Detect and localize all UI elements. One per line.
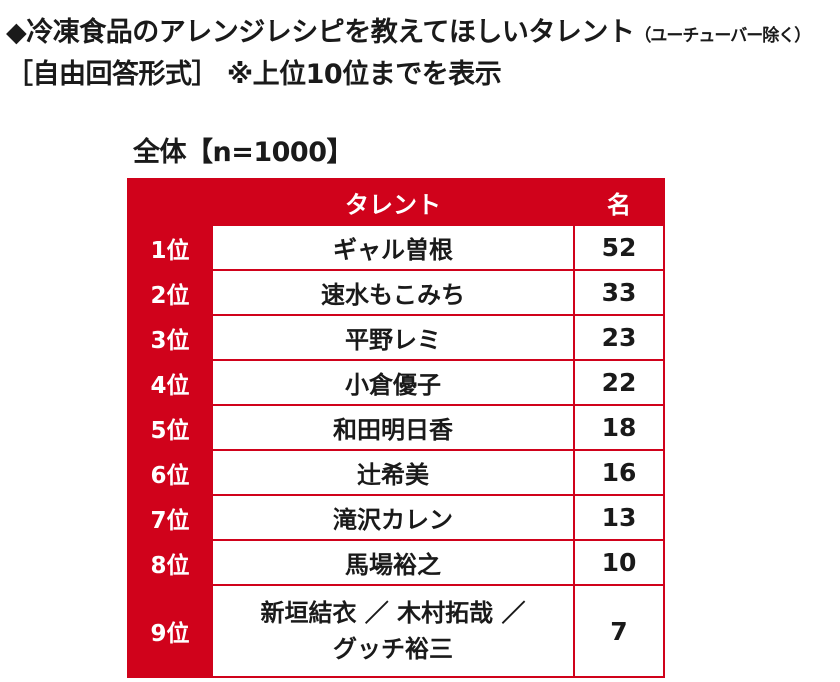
ranking-table: タレント 名 1位 ギャル曽根 52 2位 速水もこみち 33 3位 平野レミ 23 4位 小倉優子… (127, 178, 665, 678)
talent-cell: ギャル曽根 (211, 224, 575, 271)
count-cell: 52 (573, 224, 665, 271)
count-cell: 7 (573, 584, 665, 678)
count-cell: 16 (573, 449, 665, 496)
rank-cell: 7位 (127, 494, 213, 541)
count-cell: 23 (573, 314, 665, 361)
count-cell: 33 (573, 269, 665, 316)
table-row: 8位 馬場裕之 10 (127, 539, 665, 586)
count-cell: 10 (573, 539, 665, 586)
count-cell: 22 (573, 359, 665, 406)
talent-cell: 小倉優子 (211, 359, 575, 406)
header-talent: タレント (211, 178, 575, 226)
rank-cell: 2位 (127, 269, 213, 316)
talent-cell: 和田明日香 (211, 404, 575, 451)
talent-cell: 速水もこみち (211, 269, 575, 316)
table-row: 1位 ギャル曽根 52 (127, 224, 665, 271)
talent-cell: 平野レミ (211, 314, 575, 361)
table-row: 2位 速水もこみち 33 (127, 269, 665, 316)
talent-cell: 滝沢カレン (211, 494, 575, 541)
count-cell: 18 (573, 404, 665, 451)
rank-cell: 5位 (127, 404, 213, 451)
table-row: 7位 滝沢カレン 13 (127, 494, 665, 541)
sample-size-label: 全体【n=1000】 (133, 137, 354, 168)
count-cell: 13 (573, 494, 665, 541)
title-main: ◆冷凍食品のアレンジレシピを教えてほしいタレント (6, 17, 635, 48)
table-row: 6位 辻希美 16 (127, 449, 665, 496)
header-rank (127, 178, 213, 226)
talent-cell: 新垣結衣 ／ 木村拓哉 ／ グッチ裕三 (211, 584, 575, 678)
rank-cell: 4位 (127, 359, 213, 406)
title-note: （ユーチューバー除く） (634, 26, 811, 46)
talent-line: グッチ裕三 (333, 635, 453, 663)
rank-cell: 8位 (127, 539, 213, 586)
rank-cell: 1位 (127, 224, 213, 271)
table-row: 5位 和田明日香 18 (127, 404, 665, 451)
talent-cell: 辻希美 (211, 449, 575, 496)
chart-subtitle-format: ［自由回答形式］ ※上位10位までを表示 (6, 59, 502, 90)
talent-line: 新垣結衣 ／ 木村拓哉 ／ (260, 599, 526, 627)
talent-cell: 馬場裕之 (211, 539, 575, 586)
rank-cell: 3位 (127, 314, 213, 361)
table-row: 4位 小倉優子 22 (127, 359, 665, 406)
rank-cell: 9位 (127, 584, 213, 678)
chart-title: ◆冷凍食品のアレンジレシピを教えてほしいタレント（ユーチューバー除く） (6, 10, 811, 49)
table-header-row: タレント 名 (127, 178, 665, 226)
table-row: 3位 平野レミ 23 (127, 314, 665, 361)
header-count: 名 (573, 178, 665, 226)
table-row: 9位 新垣結衣 ／ 木村拓哉 ／ グッチ裕三 7 (127, 584, 665, 678)
rank-cell: 6位 (127, 449, 213, 496)
